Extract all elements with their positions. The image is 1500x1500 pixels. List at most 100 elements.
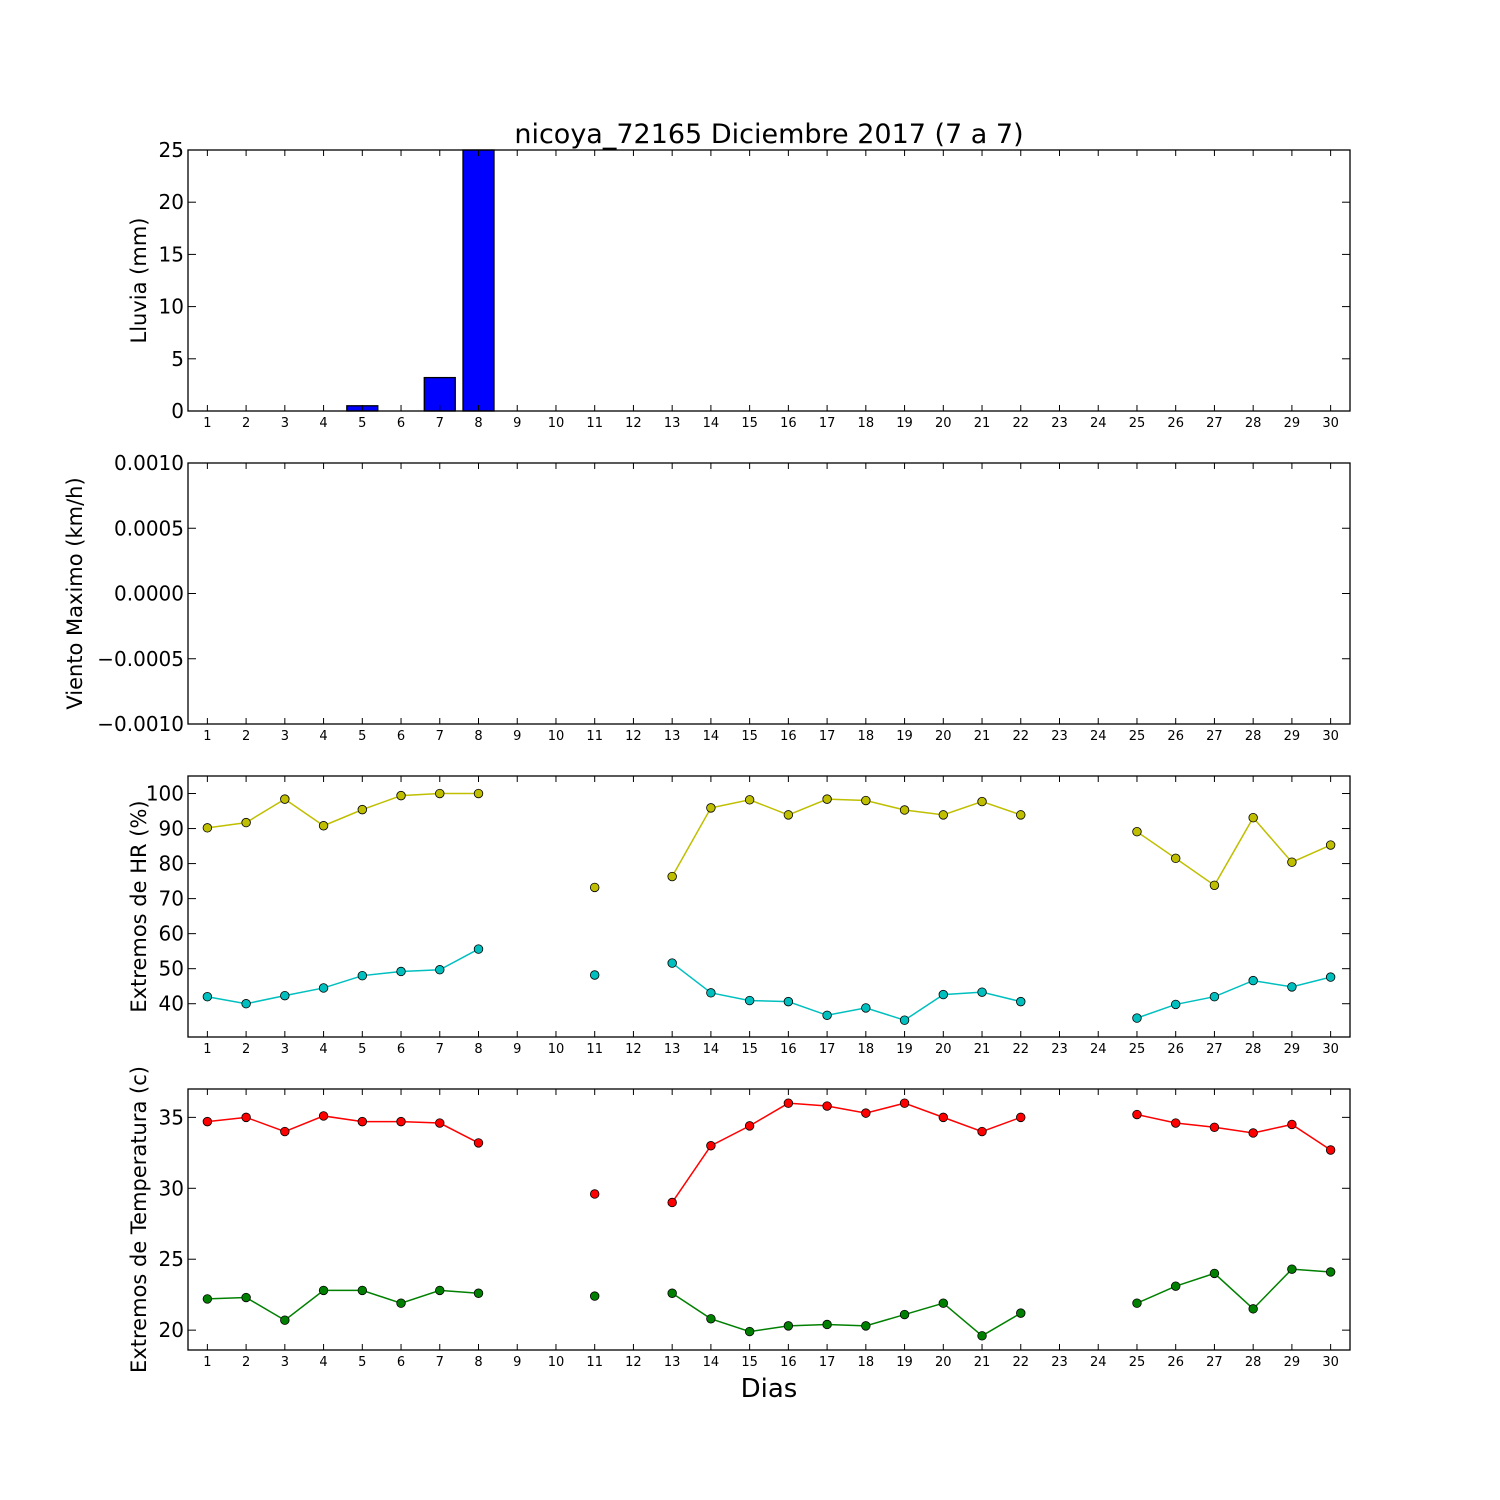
x-tick-label: 11 (586, 416, 603, 431)
x-tick-label: 30 (1322, 416, 1339, 431)
chart-panels: 1 2 3 4 5 6 7 8 9 10 11 12 13 14 15 16 17 18 19 20 21 22 23 24 2… (63, 138, 1351, 1373)
x-tick-label: 18 (858, 416, 875, 431)
x-tick-label: 19 (896, 1355, 913, 1370)
data-point-day-3 (280, 990, 290, 1001)
data-point-day-5 (357, 1285, 368, 1296)
data-point-day-27 (1209, 1268, 1220, 1279)
data-point-day-29 (1287, 857, 1297, 867)
series-line (671, 1292, 1022, 1337)
x-tick-label: 21 (974, 1042, 991, 1057)
x-tick-label: 22 (1012, 729, 1029, 744)
x-tick-label: 26 (1167, 416, 1184, 431)
x-tick-label: 29 (1284, 416, 1301, 431)
data-point-day-16 (783, 1098, 794, 1108)
x-tick-label: 23 (1051, 1042, 1068, 1057)
data-point-day-4 (318, 983, 329, 993)
x-tick-label: 7 (436, 1355, 444, 1370)
x-tick-label: 18 (858, 1042, 875, 1057)
x-tick-label: 9 (513, 1042, 521, 1057)
data-point-day-1 (202, 992, 213, 1002)
series-1 (202, 788, 1336, 893)
data-point-day-18 (861, 1003, 871, 1013)
x-tick-label: 17 (819, 729, 836, 744)
x-tick-label: 12 (625, 1042, 642, 1057)
chart-title: nicoya_72165 Diciembre 2017 (7 a 7) (514, 119, 1023, 150)
data-point-day-26 (1170, 1118, 1181, 1128)
data-point-day-21 (977, 1126, 987, 1137)
data-point-day-3 (280, 794, 290, 804)
x-tick-label: 13 (664, 1355, 681, 1370)
x-tick-label: 16 (780, 1355, 797, 1370)
data-point-day-1 (202, 823, 213, 833)
x-tick-label: 17 (819, 1042, 836, 1057)
x-tick-label: 30 (1322, 1355, 1339, 1370)
x-tick-label: 16 (780, 729, 797, 744)
x-tick-label: 22 (1012, 1042, 1029, 1057)
x-tick-label: 6 (397, 1355, 405, 1370)
data-point-day-6 (396, 1116, 406, 1127)
axes-frame (187, 149, 1351, 412)
data-point-day-17 (822, 1319, 832, 1330)
data-point-day-6 (396, 1298, 406, 1308)
data-point-day-21 (977, 987, 987, 997)
x-tick-label: 19 (896, 416, 913, 431)
x-tick-label: 27 (1206, 416, 1223, 431)
data-point-day-27 (1209, 880, 1220, 891)
panel-2: 1 2 3 4 5 6 7 8 9 10 11 12 13 14 15 16 17 18 19 20 21 22 23 24 2… (63, 451, 1351, 744)
data-point-day-18 (861, 795, 871, 806)
data-point-day-3 (280, 1315, 290, 1325)
x-tick-label: 1 (203, 416, 211, 431)
data-point-day-30 (1325, 840, 1336, 850)
bar-day-7 (423, 376, 456, 412)
x-tick-label: 20 (935, 1355, 952, 1370)
data-point-day-13 (667, 958, 677, 968)
x-tick-label: 23 (1051, 416, 1068, 431)
y-tick-label: 5 (171, 347, 184, 371)
x-tick-label: 6 (397, 1042, 405, 1057)
panel-3: 1 2 3 4 5 6 7 8 9 10 11 12 13 14 15 16 17 18 19 20 21 22 23 24 2… (127, 775, 1351, 1057)
data-point-day-8 (473, 1138, 484, 1148)
x-tick-label: 20 (935, 729, 952, 744)
data-point-day-22 (1016, 810, 1026, 820)
x-tick-label: 4 (319, 1042, 327, 1057)
x-tick-label: 3 (281, 1042, 289, 1057)
x-tick-label: 19 (896, 1042, 913, 1057)
series-line (207, 1115, 479, 1144)
data-point-day-15 (744, 1121, 755, 1131)
data-point-day-13 (667, 1288, 677, 1298)
y-tick-label: 60 (159, 922, 184, 946)
x-tick-label: 11 (586, 729, 603, 744)
x-tick-label: 2 (242, 1355, 250, 1370)
data-point-day-15 (744, 795, 755, 805)
data-point-day-11 (590, 882, 600, 893)
data-point-day-18 (861, 1108, 871, 1118)
data-point-day-22 (1016, 1112, 1026, 1123)
y-tick-label: 40 (159, 992, 184, 1016)
data-point-day-20 (938, 810, 949, 820)
data-point-day-3 (280, 1126, 290, 1137)
x-tick-label: 5 (358, 1355, 366, 1370)
x-tick-label: 19 (896, 729, 913, 744)
x-tick-label: 18 (858, 1355, 875, 1370)
data-point-day-5 (357, 804, 368, 815)
y-tick-label: 50 (159, 957, 184, 981)
x-tick-label: 26 (1167, 1042, 1184, 1057)
x-tick-label: 30 (1322, 1042, 1339, 1057)
data-point-day-18 (861, 1321, 871, 1331)
x-tick-label: 7 (436, 729, 444, 744)
x-tick-label: 28 (1245, 729, 1262, 744)
data-point-day-11 (590, 970, 600, 980)
data-point-day-29 (1287, 982, 1297, 992)
x-tick-label: 15 (741, 416, 758, 431)
x-tick-label: 23 (1051, 1355, 1068, 1370)
x-tick-label: 9 (513, 416, 521, 431)
data-point-day-4 (318, 1285, 329, 1296)
x-tick-label: 10 (548, 1042, 565, 1057)
data-point-day-15 (744, 995, 755, 1006)
data-point-day-4 (318, 1111, 329, 1121)
data-point-day-17 (822, 1010, 832, 1020)
data-point-day-2 (241, 1292, 251, 1303)
data-point-day-30 (1325, 1145, 1336, 1155)
